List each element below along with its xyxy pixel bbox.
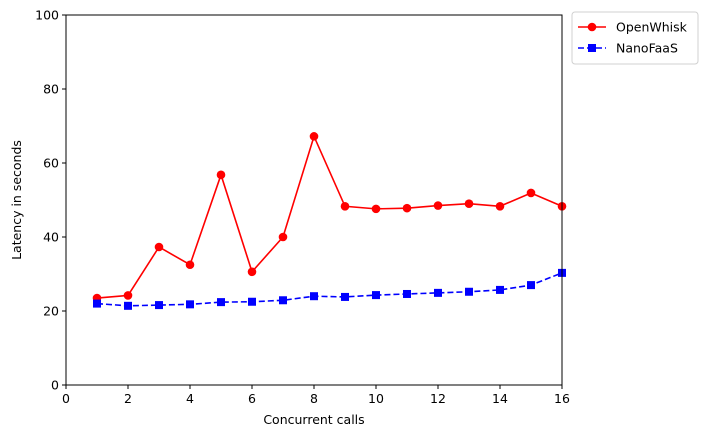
series-line-nanofaas [96, 272, 563, 307]
data-point-nanofaas [496, 285, 504, 294]
legend-label-openwhisk: OpenWhisk [616, 20, 688, 35]
data-point-openwhisk [278, 232, 288, 242]
data-point-nanofaas [403, 289, 411, 298]
y-tick-label: 0 [51, 378, 59, 393]
legend-marker-nanofaas [588, 44, 596, 52]
legend-label-nanofaas: NanoFaaS [616, 41, 678, 56]
y-tick-label: 20 [43, 304, 59, 319]
y-tick-label: 80 [43, 82, 59, 97]
data-point-nanofaas [124, 301, 132, 310]
data-point-openwhisk [247, 267, 257, 277]
data-point-nanofaas [155, 301, 163, 310]
data-point-openwhisk [309, 132, 319, 141]
y-tick-label: 60 [43, 156, 59, 171]
data-point-openwhisk [402, 203, 412, 213]
plot-frame [65, 14, 563, 386]
x-tick-label: 16 [554, 391, 570, 406]
x-axis-label: Concurrent calls [263, 412, 364, 427]
data-point-openwhisk [340, 201, 350, 211]
data-point-nanofaas [527, 281, 535, 290]
data-point-nanofaas [310, 292, 318, 301]
data-point-openwhisk [185, 260, 195, 270]
legend: OpenWhisk NanoFaaS [571, 11, 699, 65]
data-point-nanofaas [434, 288, 442, 297]
plot-area [92, 132, 567, 310]
y-axis-ticks: 0 20 40 60 80 100 [35, 8, 66, 393]
x-tick-label: 6 [248, 391, 256, 406]
x-tick-label: 8 [310, 391, 318, 406]
data-point-nanofaas [217, 298, 225, 307]
data-point-nanofaas [93, 299, 101, 308]
data-point-nanofaas [341, 292, 349, 301]
data-point-openwhisk [526, 188, 536, 198]
x-tick-label: 4 [186, 391, 194, 406]
y-tick-label: 100 [35, 8, 59, 23]
x-tick-label: 0 [62, 391, 70, 406]
x-tick-label: 12 [430, 391, 446, 406]
data-point-nanofaas [279, 296, 287, 305]
data-point-openwhisk [433, 201, 443, 210]
legend-marker-openwhisk [587, 22, 597, 32]
x-tick-label: 14 [492, 391, 508, 406]
y-tick-label: 40 [43, 230, 59, 245]
data-point-openwhisk [495, 201, 505, 211]
legend-frame [571, 11, 699, 65]
data-point-nanofaas [248, 297, 256, 306]
x-axis-ticks: 0 2 4 6 8 10 12 14 16 [62, 385, 570, 406]
data-point-nanofaas [465, 287, 473, 296]
data-point-openwhisk [216, 170, 226, 180]
series-line-openwhisk [96, 134, 563, 299]
data-point-nanofaas [372, 291, 380, 300]
data-point-openwhisk [154, 242, 164, 252]
data-point-openwhisk [464, 199, 474, 208]
data-point-nanofaas [186, 300, 194, 309]
data-point-openwhisk [371, 204, 381, 214]
y-axis-label: Latency in seconds [9, 140, 24, 260]
x-tick-label: 10 [368, 391, 384, 406]
data-point-openwhisk [123, 291, 133, 300]
x-tick-label: 2 [124, 391, 132, 406]
